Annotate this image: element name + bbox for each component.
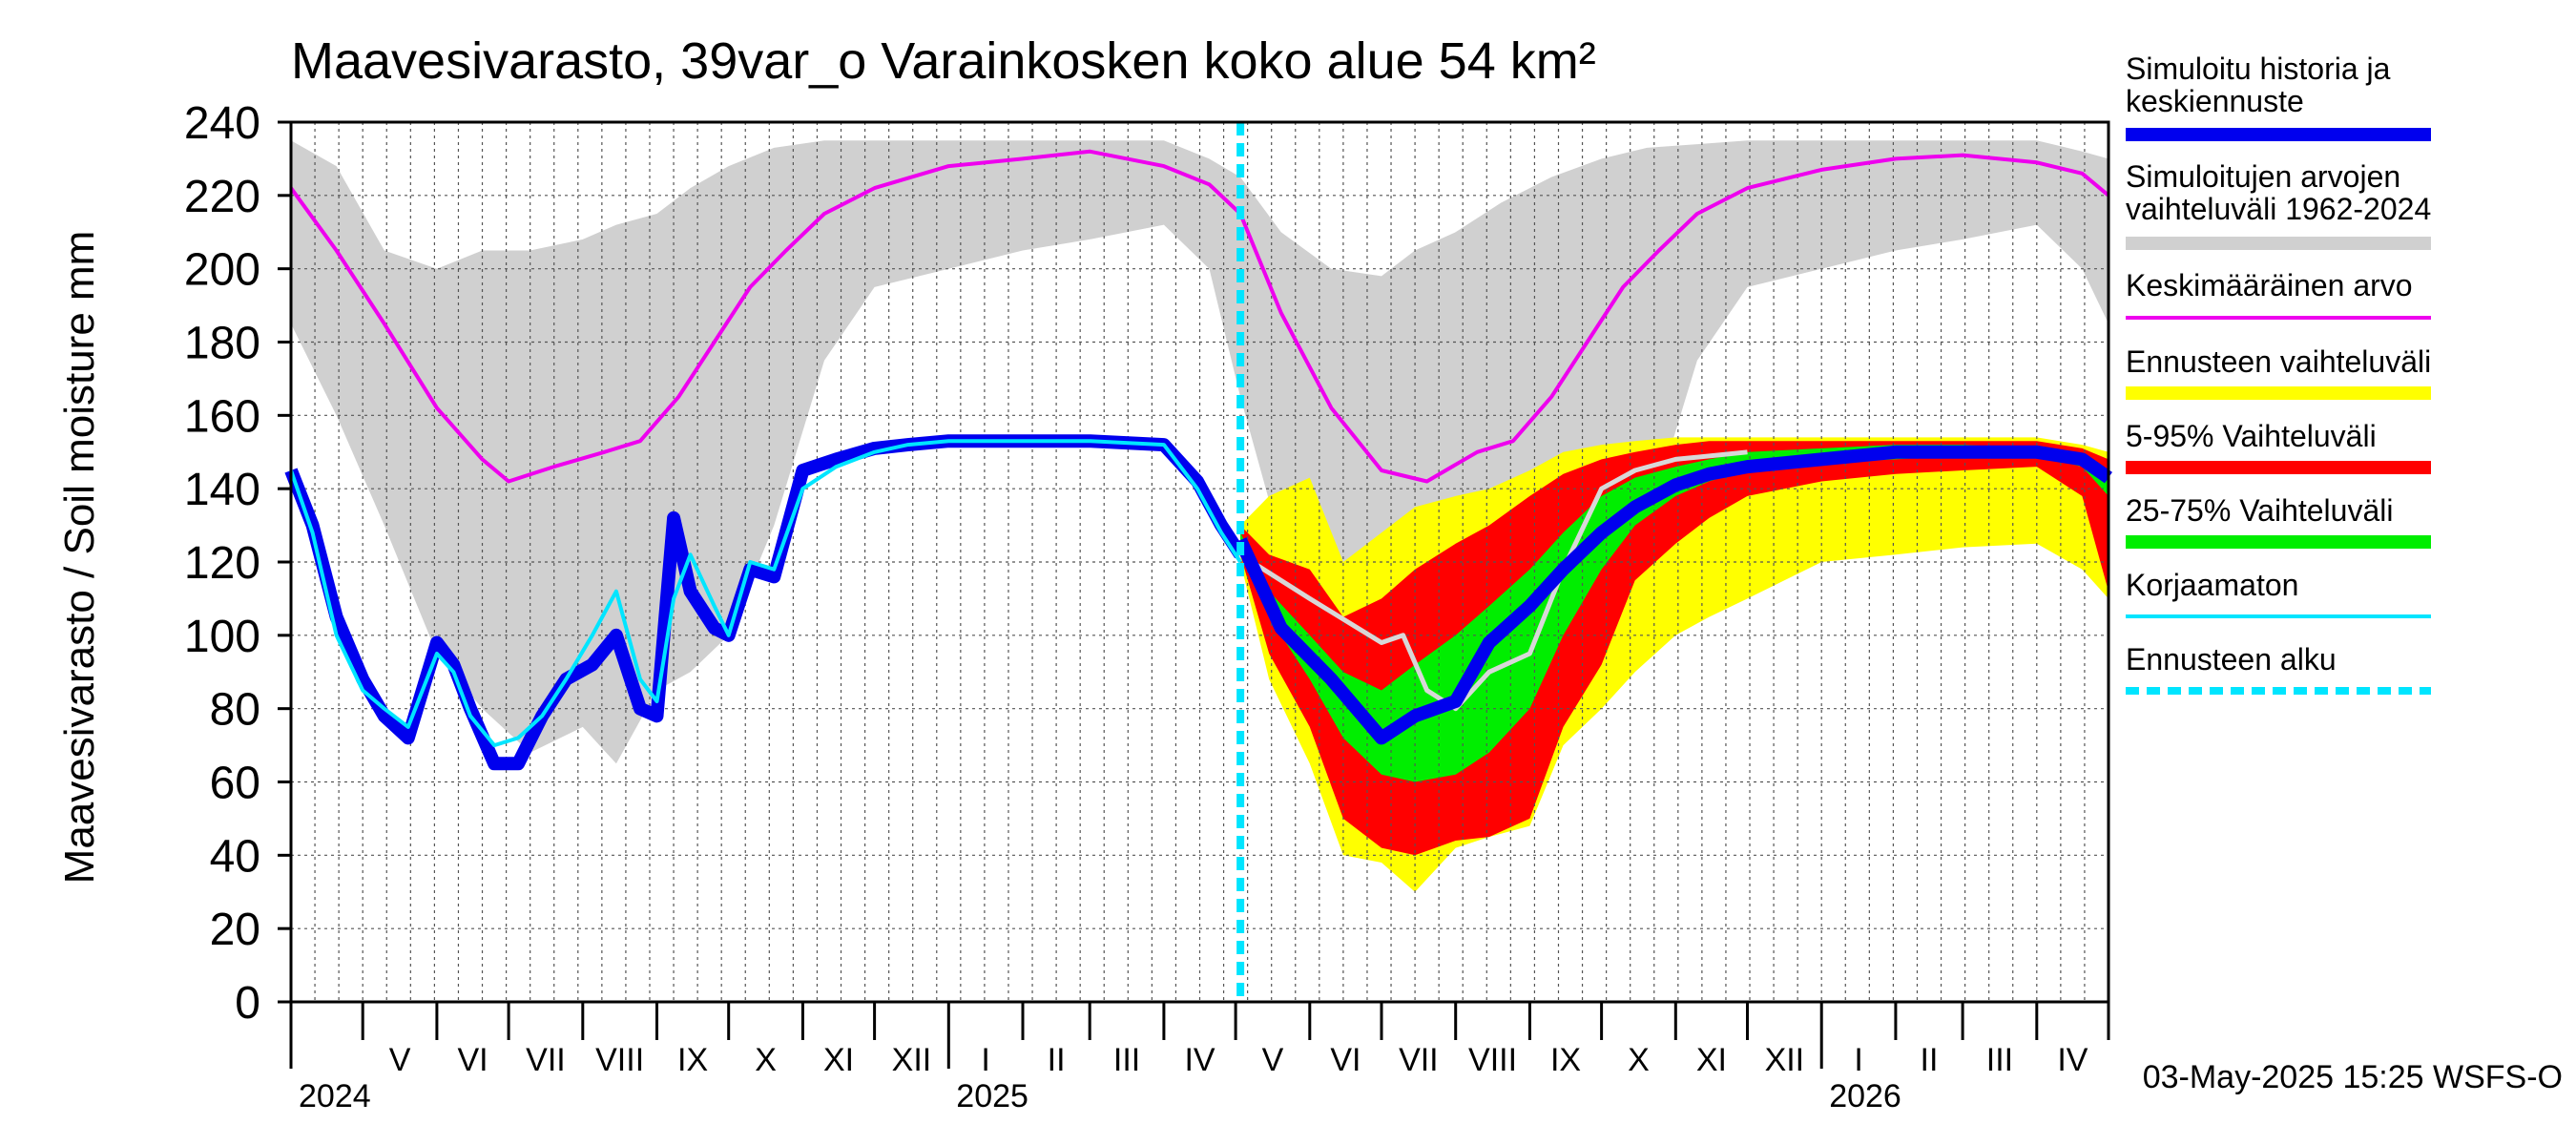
x-month-label: IX	[677, 1042, 708, 1078]
x-month-label: X	[1628, 1042, 1650, 1078]
y-tick-label: 60	[210, 759, 260, 809]
x-month-label: XII	[892, 1042, 932, 1078]
x-month-label: V	[1262, 1042, 1284, 1078]
x-month-label: VI	[1330, 1042, 1361, 1078]
x-month-label: I	[981, 1042, 989, 1078]
y-tick-label: 160	[184, 391, 260, 442]
y-tick-label: 180	[184, 319, 260, 369]
x-month-label: VII	[526, 1042, 566, 1078]
y-tick-label: 200	[184, 245, 260, 296]
legend-label: 25-75% Vaihteluväli	[2126, 493, 2393, 528]
y-tick-label: 140	[184, 465, 260, 515]
legend-label: Ennusteen vaihteluväli	[2126, 344, 2431, 379]
x-month-label: VIII	[1468, 1042, 1517, 1078]
x-month-label: VII	[1399, 1042, 1439, 1078]
x-year-label: 2024	[299, 1078, 371, 1114]
y-tick-label: 220	[184, 172, 260, 222]
legend-label: 5-95% Vaihteluväli	[2126, 419, 2377, 453]
x-month-label: X	[755, 1042, 777, 1078]
legend-label: keskiennuste	[2126, 84, 2304, 118]
x-year-label: 2026	[1829, 1078, 1901, 1114]
y-tick-label: 120	[184, 538, 260, 589]
x-month-label: V	[389, 1042, 411, 1078]
legend-label: Ennusteen alku	[2126, 642, 2337, 677]
y-axis-label: Maavesivarasto / Soil moisture mm	[56, 231, 103, 885]
y-tick-label: 240	[184, 98, 260, 149]
legend-label: Simuloitujen arvojen	[2126, 159, 2400, 194]
x-month-label: II	[1048, 1042, 1066, 1078]
x-year-label: 2025	[956, 1078, 1028, 1114]
x-axis: V VI VII VIII IX X XI XII I II III IV V VI VII VIII IX X X…	[289, 1002, 2110, 1114]
x-month-label: III	[1986, 1042, 2013, 1078]
x-month-label: IV	[1184, 1042, 1215, 1078]
y-tick-label: 80	[210, 685, 260, 736]
x-month-label: XI	[1696, 1042, 1727, 1078]
uncorrected-history-line	[289, 439, 1242, 748]
chart-title: Maavesivarasto, 39var_o Varainkosken kok…	[291, 32, 1596, 90]
timestamp: 03-May-2025 15:25 WSFS-O	[2143, 1059, 2563, 1095]
y-tick-label: 20	[210, 905, 260, 955]
x-month-label: II	[1921, 1042, 1939, 1078]
median-forecast-line	[1234, 445, 2112, 745]
y-tick-label: 40	[210, 831, 260, 882]
x-month-label: I	[1854, 1042, 1862, 1078]
legend-label: Korjaamaton	[2126, 568, 2298, 602]
x-month-label: VI	[457, 1042, 488, 1078]
legend-label: Simuloitu historia ja	[2126, 52, 2391, 86]
x-month-label: III	[1113, 1042, 1140, 1078]
mean-line	[289, 149, 2110, 484]
legend-label: vaihteluväli 1962-2024	[2126, 192, 2431, 226]
y-tick-label: 100	[184, 612, 260, 662]
uncorrected-forecast-line	[1238, 449, 1748, 712]
x-month-label: VIII	[595, 1042, 644, 1078]
plot-area	[284, 120, 2112, 1004]
x-month-label: XI	[823, 1042, 854, 1078]
x-month-label: IV	[2057, 1042, 2088, 1078]
x-month-label: IX	[1550, 1042, 1581, 1078]
x-month-label: XII	[1765, 1042, 1805, 1078]
y-axis: 0 20 40 60 80 100 120 140 160 180 200 220 240	[184, 98, 291, 1029]
legend-label: Keskimääräinen arvo	[2126, 268, 2413, 302]
y-tick-label: 0	[235, 978, 260, 1029]
